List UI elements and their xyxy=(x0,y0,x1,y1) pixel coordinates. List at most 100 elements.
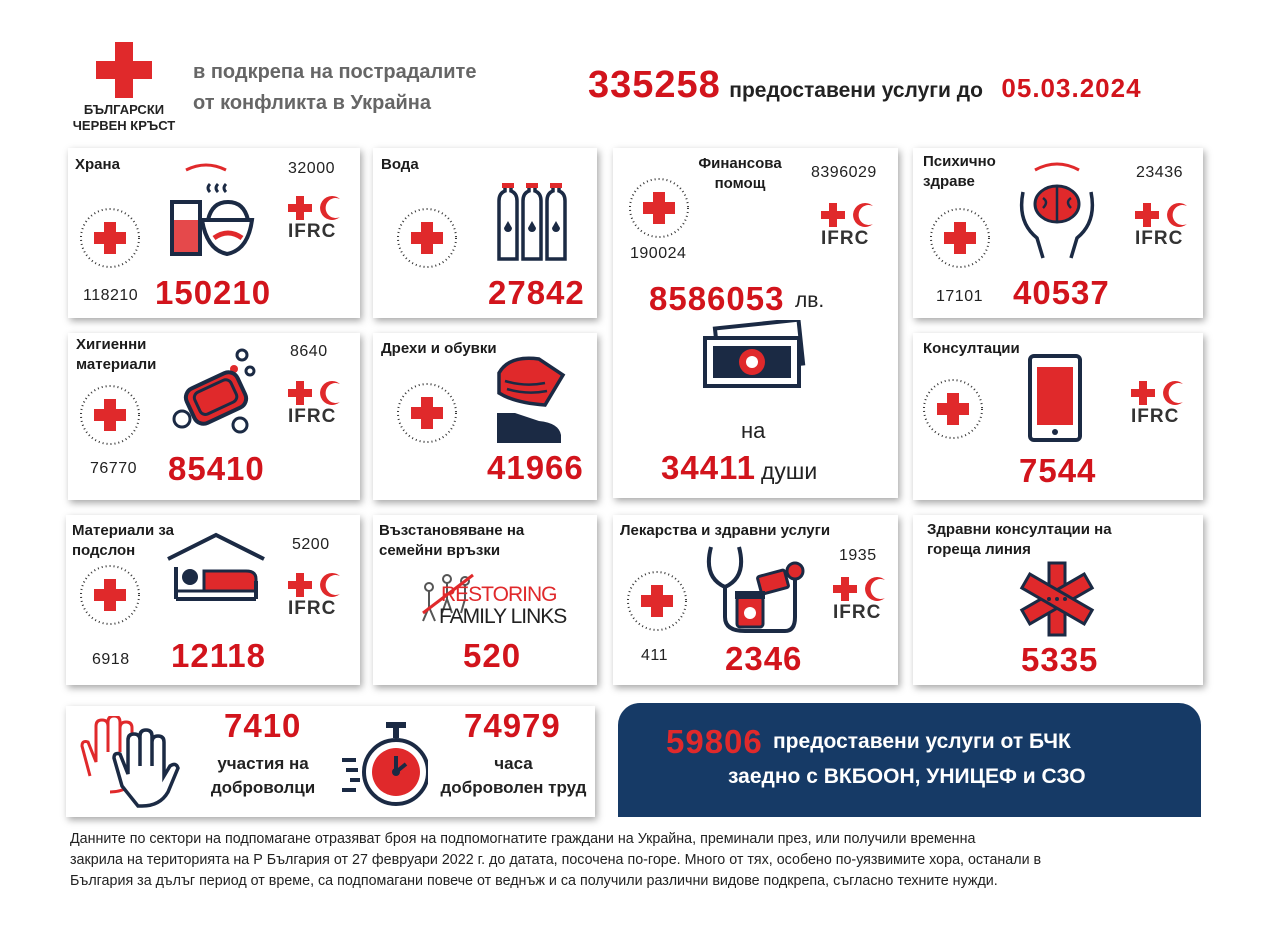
ifrc-logo: IFRC xyxy=(1131,381,1187,433)
ifrc-logo: IFRC xyxy=(821,203,877,255)
brc-stamp-icon xyxy=(80,565,140,625)
ifrc-cross-crescent-icon xyxy=(821,203,873,227)
card-title: Вода xyxy=(381,156,419,173)
ifrc-cross-crescent-icon xyxy=(1135,203,1187,227)
brc-count: 411 xyxy=(641,647,669,664)
ifrc-logo: IFRC xyxy=(833,577,889,629)
partners-total: 59806 xyxy=(666,723,763,760)
ifrc-cross-crescent-icon xyxy=(288,381,340,405)
ifrc-logo: IFRC xyxy=(1135,203,1191,255)
brain-hands-icon xyxy=(1019,162,1095,259)
card-hotline: Здравни консултации на гореща линия 5335 xyxy=(913,515,1203,685)
hours-label: часа доброволен труд xyxy=(426,752,601,800)
ifrc-count: 32000 xyxy=(288,160,335,177)
card-water: Вода 27842 xyxy=(373,148,597,318)
people-silhouettes-icon xyxy=(422,573,474,622)
title-line1: Психично xyxy=(923,153,996,170)
participations-line1: участия на xyxy=(217,754,309,773)
card-total: 8586053 xyxy=(649,280,785,317)
footnote-line1: Данните по сектори на подпомагане отразя… xyxy=(70,831,976,847)
card-hygiene: Хигиенни материали 8640 IFRC 76770 85410 xyxy=(68,333,360,500)
brc-stamp-icon xyxy=(627,571,687,631)
partners-line1: предоставени услуги от БЧК xyxy=(773,730,1071,753)
card-title: Здравни консултации на гореща линия xyxy=(927,520,1112,560)
restoring-family-links-logo: RESTORING FAMILY LINKS xyxy=(419,573,569,629)
card-total: 520 xyxy=(463,637,522,674)
card-finance: Финансова помощ 190024 8396029 IFRC 85860… xyxy=(613,148,898,498)
rfl-logo-line1: RESTORING xyxy=(441,583,557,606)
ifrc-count: 5200 xyxy=(292,536,330,553)
title-line1: Финансова xyxy=(698,155,782,172)
headline-total: 335258 xyxy=(588,64,721,106)
org-name-line2: ЧЕРВЕН КРЪСТ xyxy=(72,118,176,133)
ifrc-label: IFRC xyxy=(288,406,337,427)
card-clothes: Дрехи и обувки 41966 xyxy=(373,333,597,500)
shelter-bed-icon xyxy=(167,532,265,601)
card-title: Възстановяване на семейни връзки xyxy=(379,521,524,561)
brc-logo: БЪЛГАРСКИ ЧЕРВЕН КРЪСТ xyxy=(68,42,180,137)
ifrc-logo: IFRC xyxy=(288,196,344,248)
ifrc-label: IFRC xyxy=(288,221,337,242)
rfl-logo-line2: FAMILY LINKS xyxy=(439,605,567,628)
brc-count: 17101 xyxy=(936,288,983,305)
money-icon xyxy=(703,320,806,388)
card-total: 27842 xyxy=(488,274,585,311)
hours-count: 74979 xyxy=(464,707,561,744)
title-line2: здраве xyxy=(923,173,975,190)
ifrc-logo: IFRC xyxy=(288,381,344,433)
card-total: 5335 xyxy=(1021,641,1099,678)
ifrc-label: IFRC xyxy=(833,602,882,623)
ifrc-count: 1935 xyxy=(839,547,877,564)
card-title: Консултации xyxy=(923,340,1020,357)
card-title: Лекарства и здравни услуги xyxy=(620,522,831,539)
stethoscope-pills-icon xyxy=(706,546,805,633)
card-title: Материали за подслон xyxy=(72,521,174,561)
card-total: 150210 xyxy=(155,274,272,311)
card-total: 12118 xyxy=(171,637,266,674)
ifrc-label: IFRC xyxy=(821,228,870,249)
red-cross-icon xyxy=(96,42,152,98)
ifrc-label: IFRC xyxy=(1135,228,1184,249)
ifrc-label: IFRC xyxy=(288,598,337,619)
smartphone-icon xyxy=(1028,354,1082,442)
people-count: 34411 xyxy=(661,449,756,486)
partners-line2: заедно с ВКБООН, УНИЦЕФ и СЗО xyxy=(728,765,1086,788)
card-medicines: Лекарства и здравни услуги 1935 IFRC 411… xyxy=(613,515,898,685)
people-label: души xyxy=(761,458,818,484)
card-total: 85410 xyxy=(168,450,265,487)
card-title: Хигиенни материали xyxy=(76,335,156,375)
medical-star-icon xyxy=(1019,561,1095,637)
title-line2: помощ xyxy=(714,175,766,192)
ifrc-logo: IFRC xyxy=(288,573,344,625)
title-line1: Здравни консултации на xyxy=(927,521,1112,538)
ifrc-cross-crescent-icon xyxy=(833,577,885,601)
brc-count: 118210 xyxy=(83,287,139,304)
stopwatch-icon xyxy=(342,722,428,806)
card-title: Психично здраве xyxy=(923,152,996,192)
card-food: Храна 32000 IFRC 118210 150210 xyxy=(68,148,360,318)
card-total: 7544 xyxy=(1019,452,1097,489)
hours-line1: часа xyxy=(494,754,533,773)
footnote-line3: България за дълъг период от време, са по… xyxy=(70,873,998,889)
water-bottles-icon xyxy=(497,183,567,261)
brc-count: 6918 xyxy=(92,651,130,668)
ifrc-cross-crescent-icon xyxy=(1131,381,1183,405)
subtitle-line1: в подкрепа на пострадалите xyxy=(193,61,477,83)
brc-stamp-icon xyxy=(629,178,689,238)
title-line1: Хигиенни xyxy=(76,336,147,353)
currency: лв. xyxy=(795,289,825,312)
brc-stamp-icon xyxy=(923,379,983,439)
title-line1: Материали за xyxy=(72,522,174,539)
card-shelter: Материали за подслон 5200 IFRC 6918 12118 xyxy=(66,515,360,685)
org-name-line1: БЪЛГАРСКИ xyxy=(83,102,165,117)
headline: 335258 предоставени услуги до 05.03.2024 xyxy=(588,64,1142,107)
hands-icon xyxy=(80,716,180,808)
food-icon xyxy=(170,163,255,257)
brc-stamp-icon xyxy=(397,383,457,443)
card-mental-health: Психично здраве 23436 IFRC 17101 40537 xyxy=(913,148,1203,318)
title-line1: Възстановяване на xyxy=(379,522,525,539)
subtitle: в подкрепа на пострадалите от конфликта … xyxy=(193,57,476,119)
card-title: Храна xyxy=(75,156,120,173)
ifrc-cross-crescent-icon xyxy=(288,573,340,597)
ifrc-label: IFRC xyxy=(1131,406,1180,427)
